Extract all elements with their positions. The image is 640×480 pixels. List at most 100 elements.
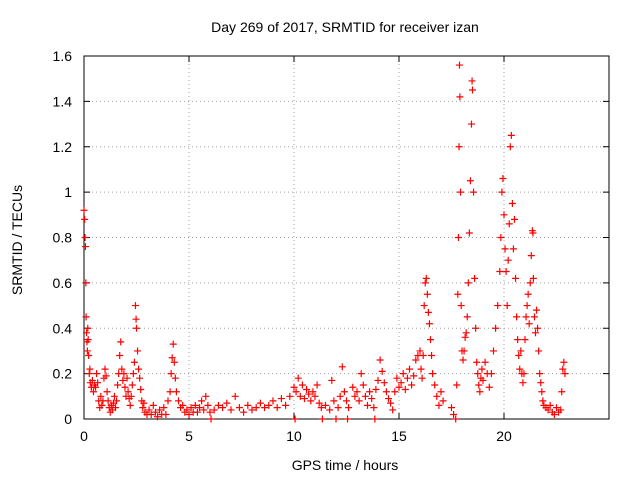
data-point [136, 374, 144, 382]
data-point [244, 401, 252, 409]
data-point [496, 268, 504, 276]
data-point [140, 399, 148, 407]
data-point [459, 356, 467, 364]
data-point [439, 397, 447, 405]
data-point [322, 401, 329, 409]
data-point [529, 274, 537, 282]
data-point [81, 243, 89, 251]
data-point [277, 395, 285, 403]
data-point [132, 315, 140, 323]
data-point [298, 381, 306, 389]
data-point [193, 408, 201, 416]
data-point [467, 120, 475, 128]
data-point [471, 274, 479, 282]
data-point [81, 215, 89, 223]
data-point [128, 381, 136, 389]
data-point [399, 370, 407, 378]
data-point [357, 370, 365, 378]
data-point [478, 365, 486, 373]
data-point [353, 388, 361, 396]
x-axis-label: GPS time / hours [292, 457, 399, 473]
data-point [292, 388, 300, 396]
data-point [561, 370, 569, 378]
data-point [376, 356, 384, 364]
data-point [83, 347, 91, 355]
data-point [455, 143, 463, 151]
data-point [124, 388, 132, 396]
data-point [82, 313, 90, 321]
data-point [492, 324, 500, 332]
data-point [382, 388, 390, 396]
data-point [474, 370, 482, 378]
data-point [521, 336, 529, 344]
data-point [256, 399, 264, 407]
data-point [364, 401, 371, 409]
data-point [131, 302, 139, 310]
data-point [328, 376, 336, 384]
data-point [219, 404, 227, 412]
data-point [425, 320, 433, 328]
data-point [422, 274, 430, 282]
data-point [351, 392, 359, 400]
data-point [374, 376, 382, 384]
data-point [470, 188, 478, 196]
data-point [454, 234, 462, 241]
data-point [463, 313, 471, 321]
data-point [485, 383, 493, 391]
data-point [196, 404, 203, 412]
data-point [494, 302, 502, 310]
data-point [537, 379, 545, 387]
data-point [435, 401, 443, 409]
data-point [305, 390, 313, 398]
data-point [198, 397, 206, 405]
data-point [557, 406, 565, 414]
data-point [506, 143, 514, 151]
data-point [207, 415, 215, 423]
y-tick-label: 0.8 [53, 230, 73, 246]
data-point [372, 386, 380, 394]
data-point [114, 381, 122, 389]
data-point [282, 401, 290, 409]
data-point [118, 365, 126, 373]
data-point [464, 279, 472, 287]
data-point [98, 401, 106, 409]
data-point [539, 397, 547, 405]
data-point [104, 397, 112, 405]
data-point [359, 381, 367, 389]
data-point [380, 379, 388, 387]
data-point [164, 397, 172, 405]
data-point [395, 383, 403, 391]
data-point [437, 388, 445, 396]
data-point [137, 386, 145, 394]
data-point [330, 397, 338, 405]
data-point [512, 274, 520, 282]
data-point [126, 401, 134, 409]
data-point [97, 392, 105, 400]
data-point [560, 358, 568, 366]
data-point [516, 365, 524, 373]
data-point [370, 404, 378, 412]
data-point [112, 404, 119, 412]
data-point [511, 215, 518, 223]
data-point [368, 395, 376, 403]
data-point [200, 406, 208, 414]
data-point [454, 290, 462, 298]
data-point [417, 365, 425, 373]
y-tick-label: 0 [64, 411, 72, 427]
data-point [332, 415, 340, 423]
data-point [391, 388, 399, 396]
data-point [82, 279, 90, 287]
data-point [301, 395, 308, 403]
data-point [261, 404, 269, 412]
data-point [290, 383, 298, 391]
data-point [428, 351, 436, 359]
data-point [191, 401, 199, 409]
data-point [361, 392, 369, 400]
data-point [160, 404, 168, 412]
data-point [420, 302, 428, 310]
axis-ticks: 0 5 10 15 20 0 0.2 0.4 0.6 0.8 1 1.2 1.4 1.6 [53, 48, 609, 444]
data-point [84, 336, 92, 344]
data-point [515, 351, 523, 359]
data-point [550, 410, 558, 418]
data-point [514, 336, 522, 344]
